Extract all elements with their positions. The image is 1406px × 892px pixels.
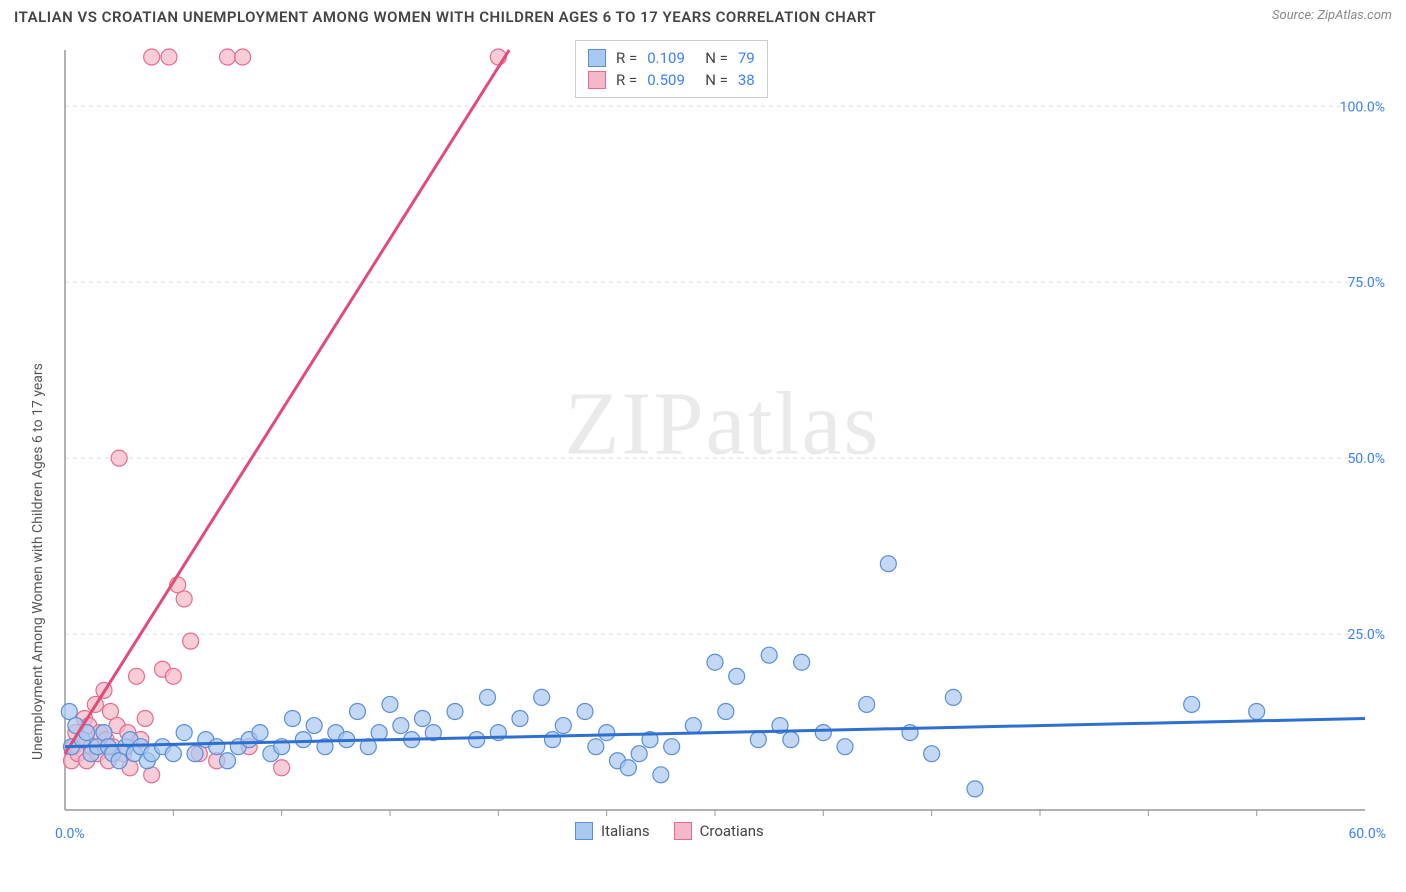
italians-point: [1249, 703, 1265, 719]
italians-point: [371, 725, 387, 741]
svg-text:75.0%: 75.0%: [1347, 275, 1385, 291]
x-tick-60: 60.0%: [1348, 826, 1386, 842]
italians-point: [393, 718, 409, 734]
stat-legend-row: R = 0.509 N = 38: [588, 69, 755, 91]
legend-label: Croatians: [700, 822, 764, 840]
italians-point: [545, 732, 561, 748]
italians-point: [252, 725, 268, 741]
italians-point: [599, 725, 615, 741]
legend-swatch: [588, 71, 606, 89]
italians-point: [664, 739, 680, 755]
italians-point: [588, 739, 604, 755]
chart-area: 25.0%50.0%75.0%100.0% ZIPatlas R =0.109N…: [55, 40, 1390, 840]
italians-point: [718, 703, 734, 719]
croatians-point: [165, 668, 181, 684]
source-label: Source: ZipAtlas.com: [1272, 8, 1392, 23]
italians-point: [859, 696, 875, 712]
legend-swatch: [674, 822, 692, 840]
croatians-point: [176, 591, 192, 607]
italians-point: [469, 732, 485, 748]
r-label: R =: [616, 49, 637, 67]
stat-legend: R = 0.109 N = 79 R = 0.509 N = 38: [575, 40, 768, 98]
n-value: 38: [738, 71, 755, 89]
italians-point: [685, 718, 701, 734]
italians-point: [176, 725, 192, 741]
italians-point: [815, 725, 831, 741]
legend-swatch: [575, 822, 593, 840]
croatians-point: [144, 49, 160, 65]
croatians-trendline: [65, 50, 509, 754]
legend-item: Croatians: [674, 822, 764, 840]
italians-point: [382, 696, 398, 712]
italians-point: [577, 703, 593, 719]
croatians-point: [235, 49, 251, 65]
r-value: 0.509: [647, 71, 695, 89]
italians-point: [512, 711, 528, 727]
croatians-point: [183, 633, 199, 649]
italians-point: [837, 739, 853, 755]
italians-point: [967, 781, 983, 797]
italians-point: [707, 654, 723, 670]
legend-label: Italians: [601, 822, 650, 840]
italians-point: [880, 556, 896, 572]
italians-point: [480, 689, 496, 705]
italians-point: [285, 711, 301, 727]
italians-point: [220, 753, 236, 769]
legend-item: Italians: [575, 822, 650, 840]
italians-point: [750, 732, 766, 748]
italians-point: [209, 739, 225, 755]
scatter-plot: 25.0% 50.0% 75.0% 100.0%: [55, 40, 1390, 840]
legend-swatch: [588, 49, 606, 67]
italians-point: [761, 647, 777, 663]
n-value: 79: [738, 49, 755, 67]
chart-title: ITALIAN VS CROATIAN UNEMPLOYMENT AMONG W…: [14, 8, 876, 26]
x-tick-0: 0.0%: [55, 826, 85, 842]
italians-point: [165, 746, 181, 762]
croatians-point: [220, 49, 236, 65]
n-label: N =: [705, 49, 728, 67]
italians-point: [295, 732, 311, 748]
italians-point: [794, 654, 810, 670]
italians-point: [924, 746, 940, 762]
series-legend: Italians Croatians: [575, 822, 764, 840]
italians-point: [653, 767, 669, 783]
croatians-point: [274, 760, 290, 776]
stat-legend-row: R = 0.109 N = 79: [588, 47, 755, 69]
croatians-point: [161, 49, 177, 65]
svg-text:25.0%: 25.0%: [1347, 627, 1385, 643]
italians-point: [783, 732, 799, 748]
italians-point: [555, 718, 571, 734]
svg-text:100.0%: 100.0%: [1340, 99, 1385, 115]
y-axis-label: Unemployment Among Women with Children A…: [30, 363, 46, 760]
italians-point: [187, 746, 203, 762]
croatians-point: [129, 668, 145, 684]
r-value: 0.109: [647, 49, 695, 67]
italians-point: [350, 703, 366, 719]
italians-point: [620, 760, 636, 776]
italians-point: [306, 718, 322, 734]
italians-point: [1184, 696, 1200, 712]
croatians-point: [137, 711, 153, 727]
n-label: N =: [705, 71, 728, 89]
r-label: R =: [616, 71, 637, 89]
italians-point: [447, 703, 463, 719]
italians-point: [534, 689, 550, 705]
svg-text:50.0%: 50.0%: [1347, 451, 1385, 467]
croatians-point: [111, 450, 127, 466]
italians-point: [415, 711, 431, 727]
italians-point: [631, 746, 647, 762]
italians-point: [729, 668, 745, 684]
italians-point: [945, 689, 961, 705]
